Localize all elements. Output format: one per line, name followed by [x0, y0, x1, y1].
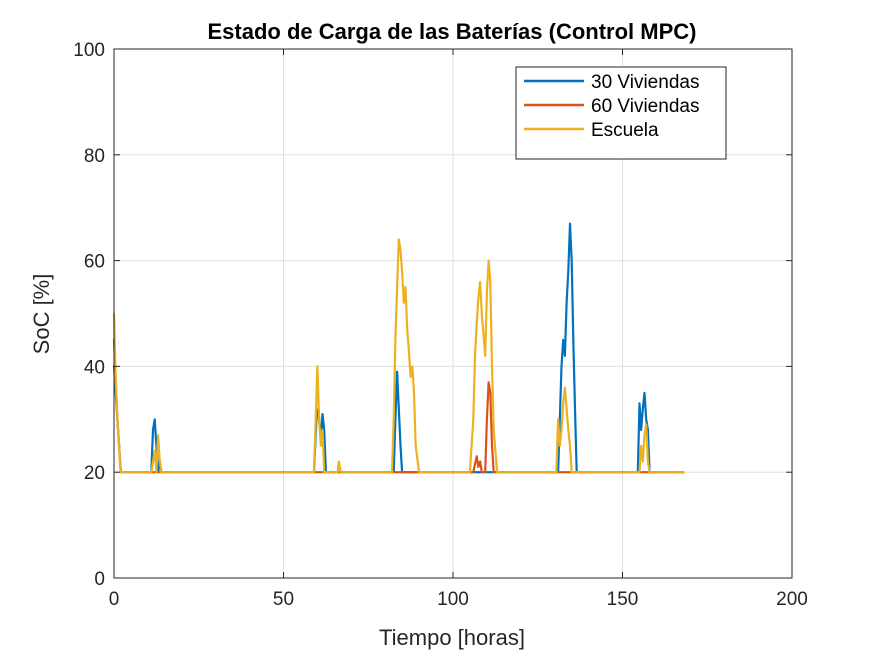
legend-items: 30 Viviendas 60 Viviendas Escuela	[524, 72, 699, 141]
y-tick-label: 60	[84, 252, 105, 273]
legend-label-1: 30 Viviendas	[591, 72, 699, 93]
series-layer	[112, 222, 685, 474]
y-tick-label: 100	[73, 40, 105, 61]
axis-ticks: 0 50 100 150 200 0 20 40 60 80 100	[73, 40, 808, 610]
x-tick-label: 50	[273, 589, 294, 610]
y-tick-label: 0	[94, 569, 105, 590]
y-tick-label: 40	[84, 357, 105, 378]
series-line-3	[112, 238, 685, 474]
y-tick-label: 20	[84, 463, 105, 484]
x-tick-label: 100	[437, 589, 469, 610]
legend-label-3: Escuela	[591, 120, 659, 141]
y-tick-label: 80	[84, 146, 105, 167]
legend-label-2: 60 Viviendas	[591, 96, 699, 117]
chart-title: Estado de Carga de las Baterías (Control…	[208, 19, 697, 44]
y-axis-label: SoC [%]	[29, 274, 54, 355]
x-axis-label: Tiempo [horas]	[379, 625, 525, 650]
legend: 30 Viviendas 60 Viviendas Escuela	[515, 66, 727, 160]
x-tick-label: 0	[109, 589, 120, 610]
x-tick-label: 150	[607, 589, 639, 610]
x-tick-label: 200	[776, 589, 808, 610]
legend-box	[515, 66, 727, 160]
